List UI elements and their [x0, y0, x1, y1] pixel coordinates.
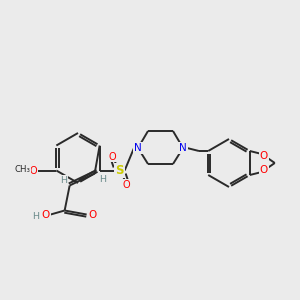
- Text: N: N: [179, 143, 187, 153]
- Text: O: O: [29, 166, 37, 176]
- Text: O: O: [109, 152, 116, 161]
- Text: O: O: [260, 151, 268, 161]
- Text: O: O: [260, 165, 268, 175]
- Text: CH₃: CH₃: [14, 165, 30, 174]
- Text: H: H: [60, 176, 67, 185]
- Text: H: H: [32, 212, 39, 221]
- Text: H: H: [99, 175, 106, 184]
- Text: O: O: [41, 209, 50, 220]
- Text: S: S: [116, 164, 124, 177]
- Text: N: N: [134, 143, 142, 153]
- Text: O: O: [88, 209, 97, 220]
- Text: O: O: [123, 179, 130, 190]
